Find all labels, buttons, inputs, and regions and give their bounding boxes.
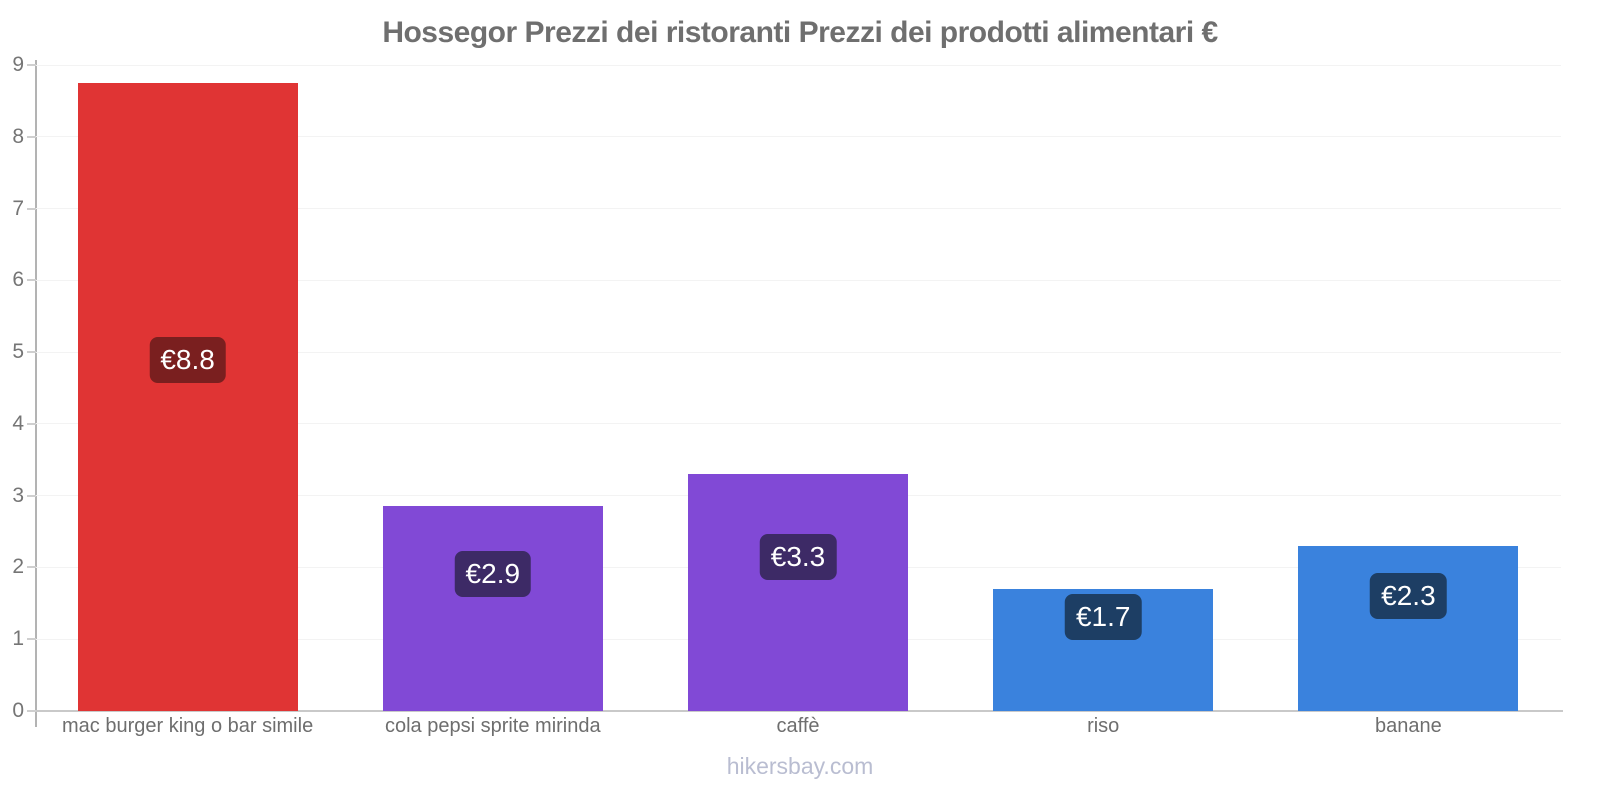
y-tick-label: 7 bbox=[12, 196, 24, 220]
bar: €2.9 bbox=[382, 506, 603, 711]
y-axis-tick bbox=[27, 279, 36, 282]
x-axis-line bbox=[27, 710, 1563, 712]
x-category-label: banane bbox=[1375, 715, 1442, 737]
gridline bbox=[35, 351, 1561, 353]
y-axis-tick bbox=[27, 638, 36, 641]
bar: €2.3 bbox=[1298, 545, 1519, 711]
y-axis-tick bbox=[27, 494, 36, 497]
y-tick-label: 1 bbox=[12, 627, 24, 651]
y-tick-label: 4 bbox=[12, 411, 24, 435]
y-axis-tick bbox=[27, 351, 36, 354]
y-axis-spine bbox=[35, 60, 37, 727]
bar-value-badge: €8.8 bbox=[149, 336, 226, 383]
bar-value-badge: €3.3 bbox=[759, 534, 837, 581]
gridline bbox=[35, 279, 1561, 281]
gridline bbox=[35, 136, 1561, 138]
footer-watermark: hikersbay.com bbox=[726, 753, 874, 779]
y-tick-label: 9 bbox=[12, 53, 24, 76]
gridline bbox=[35, 208, 1561, 210]
y-axis-tick bbox=[27, 64, 36, 66]
y-axis-tick bbox=[27, 566, 36, 569]
y-axis-tick bbox=[27, 422, 36, 425]
x-category-label: caffè bbox=[776, 715, 820, 737]
bar-value-badge: €2.9 bbox=[454, 551, 532, 598]
y-axis-tick bbox=[27, 710, 36, 712]
x-category-label: cola pepsi sprite mirinda bbox=[384, 715, 601, 737]
y-tick-label: 5 bbox=[12, 340, 24, 364]
gridline bbox=[35, 64, 1561, 66]
y-tick-label: 8 bbox=[12, 124, 24, 148]
y-tick-label: 6 bbox=[12, 268, 24, 292]
gridline bbox=[35, 423, 1561, 425]
y-tick-label: 2 bbox=[12, 555, 24, 579]
x-category-label: riso bbox=[1087, 715, 1120, 737]
chart-title: Hossegor Prezzi dei ristoranti Prezzi de… bbox=[382, 16, 1218, 49]
bar-value-badge: €1.7 bbox=[1064, 593, 1142, 640]
bar: €8.8 bbox=[77, 82, 298, 711]
y-axis-tick bbox=[27, 207, 36, 210]
bar-value-badge: €2.3 bbox=[1370, 572, 1447, 619]
y-tick-label: 0 bbox=[12, 699, 24, 722]
bar: €1.7 bbox=[993, 588, 1214, 711]
bar: €3.3 bbox=[688, 474, 908, 711]
y-tick-label: 3 bbox=[12, 483, 24, 507]
y-axis-tick bbox=[27, 135, 36, 138]
x-category-label: mac burger king o bar simile bbox=[61, 715, 314, 737]
